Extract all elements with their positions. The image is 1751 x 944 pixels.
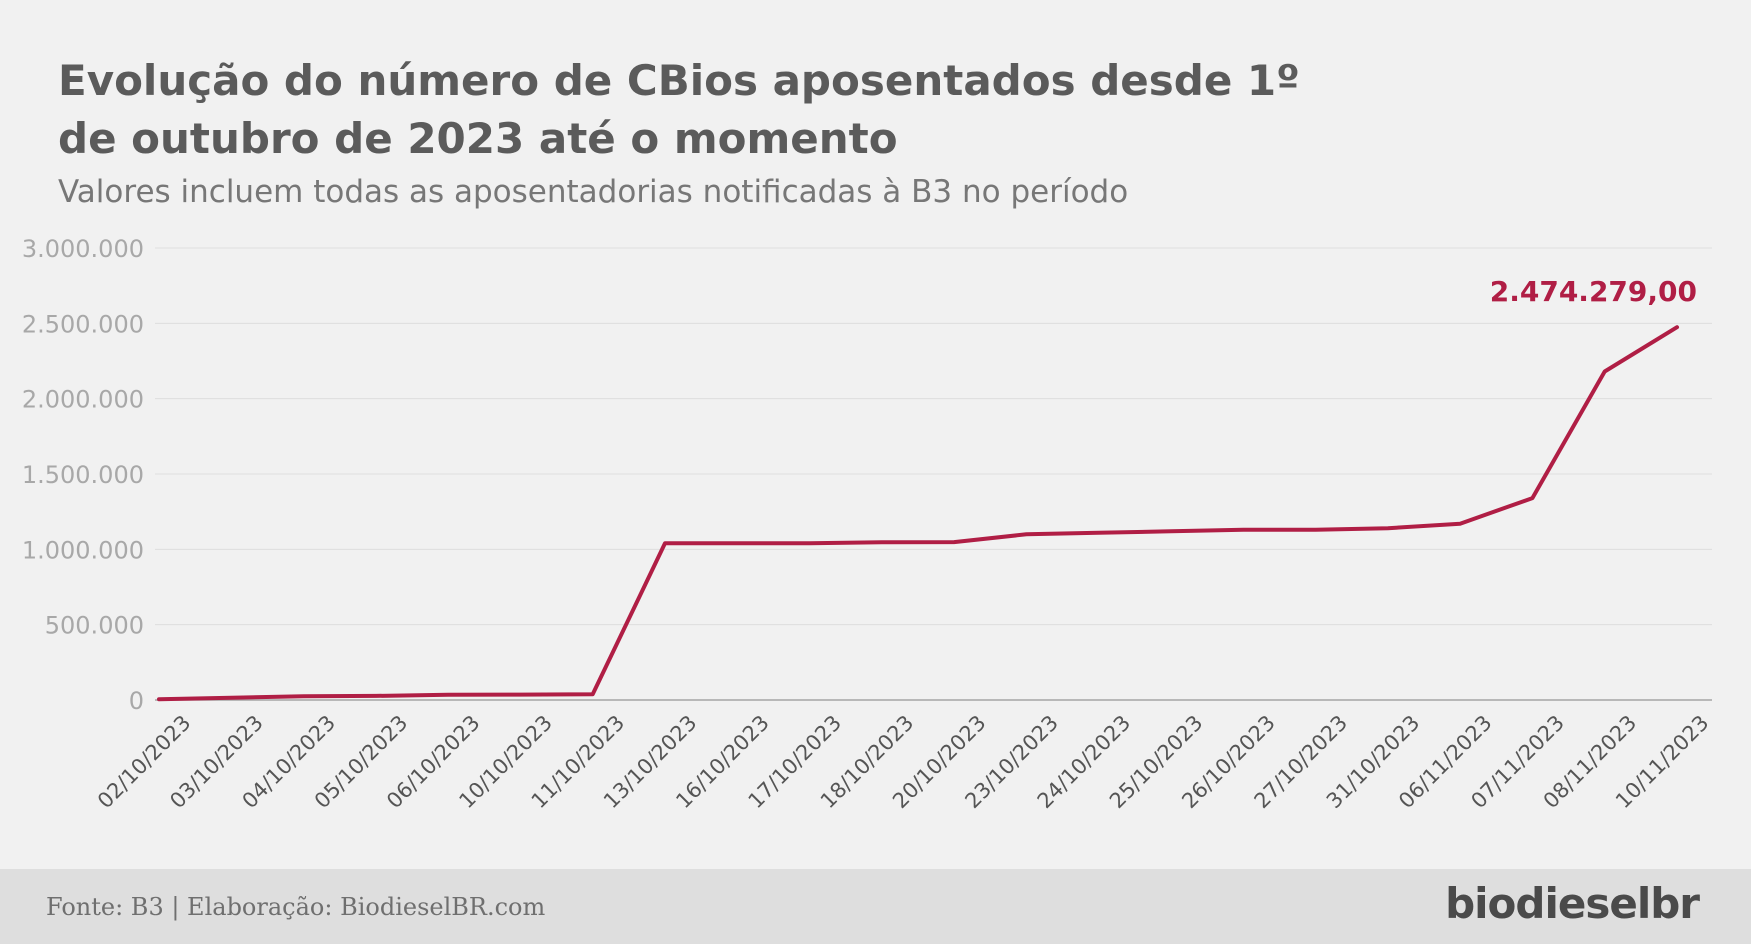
series-line	[157, 325, 1679, 702]
y-tick-label: 500.000	[45, 612, 144, 640]
series-lines	[157, 325, 1679, 702]
gridlines	[155, 247, 1712, 701]
data-label-last-value: 2.474.279,00	[1490, 275, 1697, 308]
y-tick-label: 1.500.000	[22, 461, 144, 489]
y-axis-ticks: 0 500.000 1.000.000 1.500.000 2.000.000 2.500…	[22, 235, 144, 715]
x-axis-ticks: 02/10/202303/10/202304/10/202305/10/2023…	[93, 711, 1714, 814]
line-chart: 0 500.000 1.000.000 1.500.000 2.000.000 2.500…	[22, 235, 1714, 814]
brand-logo: biodieselbr	[1445, 879, 1700, 928]
source-note: Fonte: B3 | Elaboração: BiodieselBR.com	[46, 893, 546, 921]
chart-title: Evolução do número de CBios aposentados …	[58, 56, 1300, 163]
y-tick-label: 0	[129, 687, 144, 715]
chart-subtitle: Valores incluem todas as aposentadorias …	[58, 174, 1129, 210]
y-tick-label: 3.000.000	[22, 235, 144, 263]
footer: Fonte: B3 | Elaboração: BiodieselBR.com …	[0, 869, 1751, 944]
y-tick-label: 2.000.000	[22, 386, 144, 414]
annotations: 2.474.279,00	[1490, 275, 1697, 308]
y-tick-label: 1.000.000	[22, 536, 144, 564]
y-tick-label: 2.500.000	[22, 310, 144, 338]
